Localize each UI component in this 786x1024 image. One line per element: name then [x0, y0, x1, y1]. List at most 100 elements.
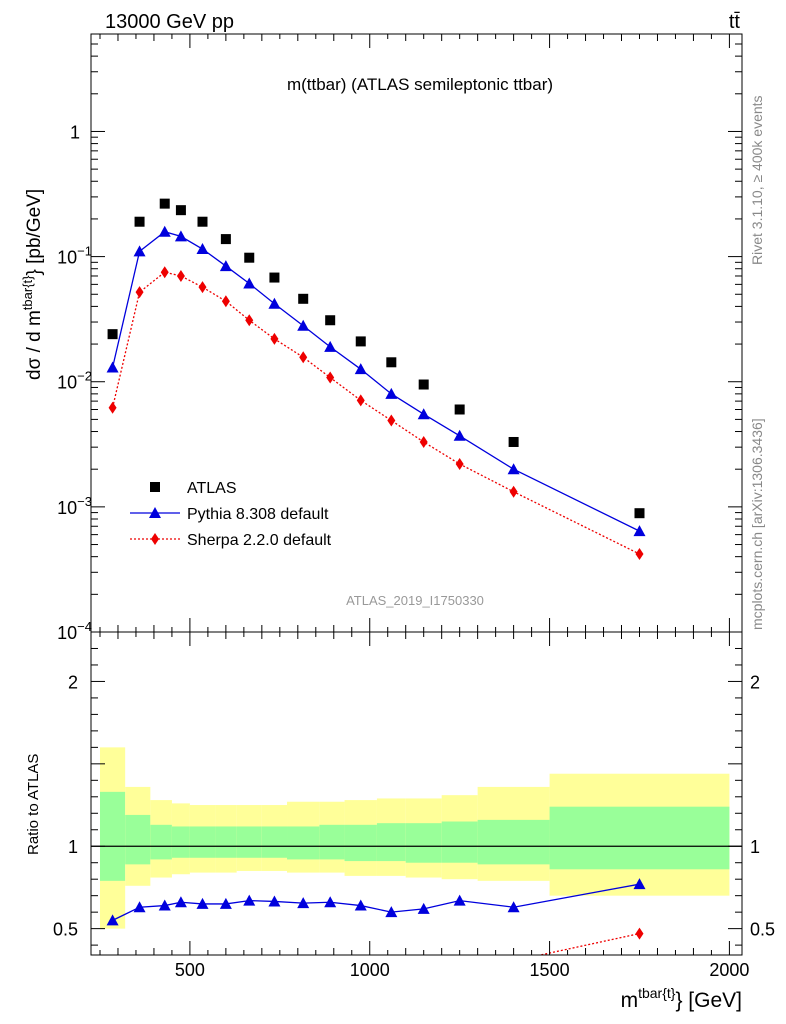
ratio-pythia-point — [507, 901, 520, 913]
atlas-point — [159, 198, 170, 209]
atlas-point — [175, 205, 186, 216]
ratio-sherpa-point — [635, 927, 644, 940]
pythia-point — [385, 387, 398, 399]
atlas-point — [298, 293, 309, 304]
pythia-point — [243, 277, 256, 289]
pythia-point — [417, 408, 430, 420]
pythia-point — [633, 525, 646, 537]
legend-pythia-marker — [149, 507, 161, 518]
pythia-point — [196, 243, 209, 255]
uncertainty-band-inner — [549, 806, 730, 870]
uncertainty-band-inner — [376, 823, 406, 862]
ratio-pythia-point — [174, 896, 187, 908]
pythia-point — [268, 297, 281, 309]
sherpa-point — [176, 269, 185, 282]
sherpa-point — [299, 351, 308, 364]
ratio-pythia-line — [112, 883, 640, 921]
pythia-point — [219, 260, 232, 272]
x-tick-label: 1500 — [530, 960, 570, 980]
ratio-pythia-point — [196, 897, 209, 909]
x-tick-label: 1000 — [350, 960, 390, 980]
main-plot-area: 10−4 10−3 10−2 10−1 1 — [57, 33, 743, 643]
uncertainty-band-inner — [441, 821, 478, 863]
atlas-point — [386, 357, 397, 368]
atlas-point — [269, 272, 280, 283]
atlas-point — [418, 379, 429, 390]
uncertainty-band-inner — [287, 826, 320, 860]
atlas-point — [134, 216, 145, 227]
atlas-point — [220, 234, 231, 245]
sherpa-point — [356, 394, 365, 407]
sherpa-point — [635, 548, 644, 561]
header-collision-label: 13000 GeV pp — [105, 11, 234, 33]
uncertainty-band-inner — [477, 819, 550, 865]
x-tick-label: 2000 — [709, 960, 749, 980]
ratio-plot-area: 0.5 0.5 1 1 2 2 500 1000 1500 2000 — [53, 631, 775, 980]
ratio-pythia-point — [219, 897, 232, 909]
ratio-pythia-point — [354, 899, 367, 911]
y-tick-label: 10−2 — [57, 369, 92, 393]
atlas-point — [325, 315, 336, 326]
ratio-pythia-point — [453, 894, 466, 906]
uncertainty-band-inner — [236, 826, 262, 858]
sherpa-point — [198, 281, 207, 294]
sherpa-point — [455, 458, 464, 471]
x-axis-label: mtbar{t}} [GeV] — [621, 985, 742, 1012]
atlas-point — [634, 508, 645, 519]
legend-atlas-marker — [150, 482, 160, 492]
y-tick-label: 10−1 — [57, 244, 92, 268]
pythia-point — [158, 225, 171, 237]
ratio-y-axis-label: Ratio to ATLAS — [25, 754, 42, 855]
uncertainty-band-inner — [150, 824, 172, 860]
plot-title: m(ttbar) (ATLAS semileptonic ttbar) — [287, 75, 553, 94]
uncertainty-band-inner — [215, 826, 237, 858]
pythia-point — [106, 361, 119, 373]
ratio-pythia-point — [324, 896, 337, 908]
sherpa-point — [270, 332, 279, 345]
x-tick-label: 500 — [175, 960, 205, 980]
y-tick-label: 10−3 — [57, 494, 92, 518]
legend-sherpa-marker — [151, 533, 159, 545]
sherpa-point — [245, 314, 254, 327]
side-label-mcplots: mcplots.cern.ch [arXiv:1306.3436] — [749, 418, 765, 630]
legend-sherpa-label: Sherpa 2.2.0 default — [187, 532, 332, 549]
y-tick-label: 1 — [70, 122, 80, 142]
legend-pythia-label: Pythia 8.308 default — [187, 506, 329, 523]
side-label-rivet: Rivet 3.1.10, ≥ 400k events — [749, 95, 765, 265]
sherpa-point — [326, 371, 335, 384]
ratio-pythia-point — [133, 901, 146, 913]
atlas-point — [508, 436, 519, 447]
atlas-point — [197, 216, 208, 227]
ratio-pythia-point — [417, 902, 430, 914]
ratio-sherpa-line — [537, 932, 640, 955]
uncertainty-band-inner — [319, 824, 345, 860]
uncertainty-band-inner — [99, 791, 126, 881]
ratio-frame — [90, 631, 743, 956]
ratio-pythia-point — [106, 914, 119, 926]
uncertainty-band-inner — [125, 814, 151, 865]
ratio-y-tick-label-left: 1 — [68, 837, 78, 857]
pythia-point — [507, 463, 520, 475]
atlas-point — [107, 329, 118, 340]
header-process-label: tt̄ — [729, 11, 741, 33]
uncertainty-band-inner — [189, 826, 216, 858]
ratio-pythia-point — [158, 899, 171, 911]
ratio-pythia-point — [297, 897, 310, 909]
pythia-point — [297, 319, 310, 331]
y-tick-label: 10−4 — [57, 619, 92, 643]
ratio-pythia-point — [385, 906, 398, 918]
ratio-pythia-point — [268, 895, 281, 907]
uncertainty-band-inner — [344, 824, 377, 862]
ratio-y-tick-label-right: 0.5 — [750, 920, 775, 940]
uncertainty-band-inner — [171, 826, 190, 858]
pythia-point — [453, 429, 466, 441]
sherpa-point — [387, 414, 396, 427]
legend-atlas-label: ATLAS — [187, 480, 237, 497]
ratio-y-tick-label-right: 1 — [750, 837, 760, 857]
watermark: ATLAS_2019_I1750330 — [346, 593, 484, 608]
sherpa-point — [160, 266, 169, 279]
ratio-y-tick-label-left: 0.5 — [53, 920, 78, 940]
ratio-y-tick-label-left: 2 — [68, 672, 78, 692]
sherpa-point — [221, 295, 230, 308]
